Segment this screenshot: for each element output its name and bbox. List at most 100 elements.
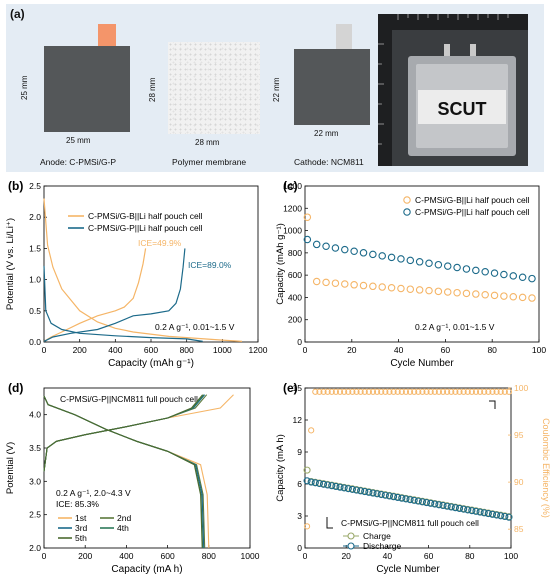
panel-label-e: (e) — [283, 381, 298, 395]
series-2-point — [493, 511, 501, 519]
series-2-point — [509, 272, 518, 280]
x-tick-label: 80 — [465, 551, 475, 561]
series-2-point — [488, 510, 497, 518]
ce-point — [406, 388, 414, 395]
series-2-point — [385, 492, 394, 500]
panel-label-d: (d) — [8, 381, 23, 395]
series-1-point — [481, 290, 489, 299]
series-2-point — [328, 482, 336, 490]
ce-point — [452, 388, 459, 395]
series-2-point — [315, 479, 323, 488]
ce-point — [394, 388, 401, 395]
panel-label-a: (a) — [10, 7, 25, 21]
series-1-point — [500, 292, 508, 300]
x-tick-label: 60 — [441, 345, 451, 355]
series-2-point — [453, 263, 461, 272]
y-tick-label: 0 — [297, 543, 302, 553]
series-2-point — [528, 274, 536, 283]
series-2-point — [365, 488, 373, 496]
series-1-point — [518, 293, 527, 302]
ce-point — [460, 388, 467, 395]
series-2-point — [472, 266, 480, 275]
legend-label-2: C-PMSi/G-P||Li half pouch cell — [415, 207, 530, 217]
ce-point — [505, 388, 513, 395]
series-2-point — [484, 510, 492, 518]
y-tick-label: 800 — [288, 248, 302, 258]
series-2-point — [505, 513, 513, 521]
x-tick-label: 40 — [383, 551, 393, 561]
legend-marker-1 — [403, 196, 411, 204]
cycle-1-charge-curve — [43, 394, 234, 472]
series-2-point — [397, 255, 405, 263]
series-2-point — [406, 496, 414, 504]
series-2-point — [481, 267, 489, 276]
x-tick-label: 100 — [532, 345, 546, 355]
x-tick-label: 0 — [303, 551, 308, 561]
x-tick-label: 20 — [341, 551, 351, 561]
cycle-5-charge-curve — [43, 394, 204, 472]
x-tick-label: 400 — [119, 551, 133, 561]
y-tick-label: 15 — [293, 383, 303, 393]
series-1-point — [397, 284, 405, 293]
panel-label-b: (b) — [8, 179, 23, 193]
condition-annotation: 0.2 A g⁻¹, 2.0~4.3 V — [56, 488, 131, 498]
x-tick-label: 0 — [303, 345, 308, 355]
series-2-point — [322, 242, 330, 250]
ce-point — [497, 388, 504, 395]
y-tick-label: 1000 — [283, 226, 302, 236]
anode-tab — [98, 24, 116, 46]
series-2-point — [435, 501, 443, 509]
series-1-point — [453, 288, 461, 297]
membrane-width-label: 28 mm — [195, 138, 220, 147]
cycle-3-charge-curve — [43, 394, 206, 472]
series-2-point — [490, 269, 499, 277]
y-tick-label: 1400 — [283, 181, 302, 191]
ce-point — [312, 388, 319, 395]
chart-e: (e) 0 20 40 60 80 100 0 3 6 9 12 15 Cycle Number Capa… — [275, 381, 550, 575]
series-charge-curve-1 — [43, 248, 147, 342]
series-2-point — [476, 508, 484, 516]
series-1-point — [509, 292, 518, 301]
ce-point — [402, 388, 410, 395]
series-2-point — [369, 250, 377, 259]
series-2-point — [462, 265, 471, 273]
ce-point — [361, 388, 368, 395]
ce-point — [398, 388, 405, 395]
chart-d: (d) 0 200 400 600 800 1000 2.0 2.5 3.0 3.5 4.0 Capa… — [5, 381, 260, 575]
legend-marker-2 — [347, 542, 355, 550]
ce-point — [357, 388, 364, 395]
series-1-point — [331, 279, 340, 287]
x-tick-label: 200 — [73, 345, 87, 355]
ce-point — [448, 388, 455, 395]
y2-axis-label: Coulombic Efficiency (%) — [541, 418, 550, 518]
legend-label-4: 4th — [117, 523, 129, 533]
series-2-point — [497, 512, 505, 520]
ce-point — [427, 388, 434, 395]
x-tick-label: 600 — [161, 551, 175, 561]
ce-point — [308, 427, 315, 434]
y-tick-label: 3.0 — [29, 476, 41, 486]
series-2-point — [359, 249, 368, 257]
cathode-tab — [336, 24, 352, 49]
series-2-point — [443, 262, 452, 270]
y2-tick-label: 85 — [514, 524, 524, 534]
legend-label-1: 1st — [75, 513, 87, 523]
x-tick-label: 0 — [42, 345, 47, 355]
y-axis-label: Potential (V) — [5, 442, 16, 494]
legend-label-5: 5th — [75, 533, 87, 543]
series-2-point — [402, 495, 410, 503]
series-2-point — [394, 493, 402, 502]
ce-point — [353, 388, 360, 395]
series-1-point — [369, 282, 377, 291]
ce-point — [382, 388, 389, 395]
series-2-point — [311, 479, 319, 487]
y-tick-label: 6 — [297, 479, 302, 489]
condition-annotation: 0.2 A g⁻¹, 0.01~1.5 V — [155, 322, 235, 332]
y2-tick-label: 100 — [514, 383, 528, 393]
ce-point — [456, 388, 463, 395]
y-tick-label: 12 — [293, 415, 303, 425]
x-axis-label: Capacity (mA h) — [111, 564, 182, 575]
chart-b: (b) 0 200 400 600 800 1000 1200 0.0 0.5 1.0 1.5 2.0… — [5, 179, 268, 369]
series-1-point — [415, 286, 424, 294]
series-2-point — [427, 499, 435, 507]
